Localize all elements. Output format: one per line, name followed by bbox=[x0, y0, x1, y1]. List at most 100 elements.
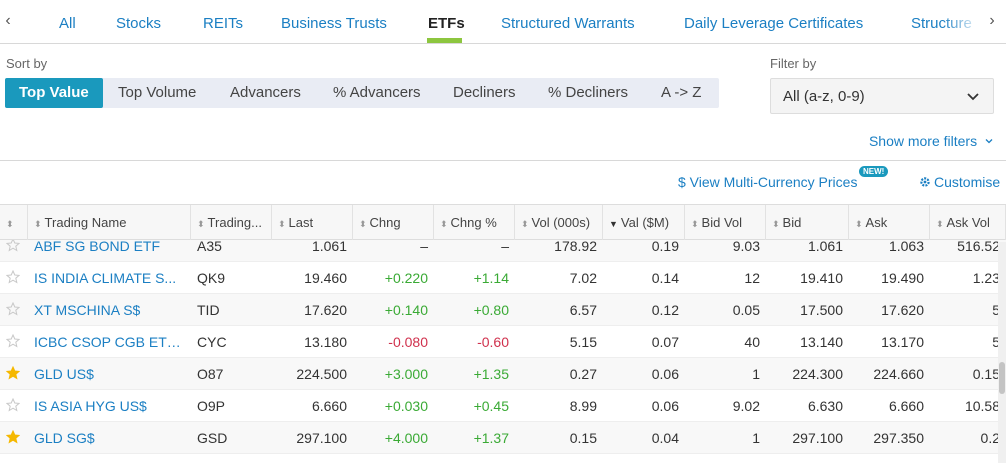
table-row[interactable]: IS INDIA CLIMATE S... QK9 19.460 +0.220 +1.1… bbox=[0, 262, 1006, 294]
ask-vol-cell: 1.23 bbox=[972, 270, 1000, 286]
gear-icon bbox=[920, 177, 930, 187]
view-multi-currency-prices-link[interactable]: $ View Multi-Currency Prices bbox=[678, 174, 858, 190]
table-row[interactable]: ICBC CSOP CGB ETF... CYC 13.180 -0.080 -0.60… bbox=[0, 326, 1006, 358]
trading-name-cell[interactable]: IS ASIA HYG US$ bbox=[34, 398, 147, 414]
trading-name-cell[interactable]: IS INDIA CLIMATE S... bbox=[34, 270, 177, 286]
table-vertical-scrollbar[interactable] bbox=[998, 242, 1006, 463]
filter-select-value: All (a-z, 0-9) bbox=[783, 88, 865, 105]
sort-icon: ⬍ bbox=[855, 219, 863, 229]
chng-cell: +3.000 bbox=[384, 366, 428, 382]
bid-vol-cell: 9.02 bbox=[732, 398, 760, 414]
sort-advancers-button[interactable]: Advancers bbox=[230, 84, 301, 101]
trading-name-cell[interactable]: XT MSCHINA S$ bbox=[34, 302, 141, 318]
bid-cell: 224.300 bbox=[792, 366, 843, 382]
star-outline-icon[interactable] bbox=[6, 302, 20, 316]
tab-business-trusts[interactable]: Business Trusts bbox=[281, 15, 387, 32]
tab-etfs[interactable]: ETFs bbox=[428, 15, 465, 32]
chng-pct-cell: – bbox=[501, 240, 509, 254]
table-row[interactable]: GLD SG$ GSD 297.100 +4.000 +1.37 0.15 0.04 1 297… bbox=[0, 422, 1006, 454]
sort-top-volume-button[interactable]: Top Volume bbox=[118, 84, 197, 101]
val-cell: 0.06 bbox=[651, 366, 679, 382]
sort-icon: ⬍ bbox=[278, 219, 286, 229]
tabs-prev-arrow-icon[interactable]: ‹ bbox=[5, 12, 11, 29]
filter-select[interactable]: All (a-z, 0-9) bbox=[770, 78, 994, 114]
column-header-label: Trading Name bbox=[44, 215, 127, 230]
table-row[interactable]: IS ASIA HYG US$ O9P 6.660 +0.030 +0.45 8.99 0.… bbox=[0, 390, 1006, 422]
vol-header[interactable]: ⬍ Vol (000s) bbox=[515, 205, 603, 240]
val-cell: 0.06 bbox=[651, 398, 679, 414]
chng-pct-header[interactable]: ⬍ Chng % bbox=[434, 205, 515, 240]
trading-name-cell[interactable]: ICBC CSOP CGB ETF... bbox=[34, 334, 186, 350]
market-tab-bar: ‹ All Stocks REITs Business Trusts ETFs … bbox=[0, 0, 1006, 44]
trading-name-cell[interactable]: GLD US$ bbox=[34, 366, 94, 382]
securities-table: ⬍ ⬍ Trading Name ⬍ Trading... ⬍ Last ⬍ Chng ⬍ Chng… bbox=[0, 204, 1006, 463]
sort-pct-advancers-button[interactable]: % Advancers bbox=[333, 84, 421, 101]
ask-cell: 1.063 bbox=[888, 240, 924, 254]
section-divider bbox=[0, 160, 1006, 161]
star-filled-icon[interactable] bbox=[6, 366, 20, 380]
vol-cell: 6.57 bbox=[569, 302, 597, 318]
trading-code-header[interactable]: ⬍ Trading... bbox=[191, 205, 272, 240]
ask-cell: 224.660 bbox=[873, 366, 924, 382]
star-column-header[interactable]: ⬍ bbox=[0, 205, 28, 240]
last-cell: 6.660 bbox=[311, 398, 347, 414]
tabs-fade bbox=[942, 0, 982, 43]
star-outline-icon[interactable] bbox=[6, 334, 20, 348]
table-row[interactable]: ABF SG BOND ETF A35 1.061 – – 178.92 0.19 9.03 1… bbox=[0, 240, 1006, 262]
tab-reits[interactable]: REITs bbox=[203, 15, 244, 32]
trading-name-cell[interactable]: ABF SG BOND ETF bbox=[34, 240, 161, 254]
sort-pct-decliners-button[interactable]: % Decliners bbox=[548, 84, 629, 101]
table-row[interactable]: GLD US$ O87 224.500 +3.000 +1.35 0.27 0.06 1 224… bbox=[0, 358, 1006, 390]
vol-cell: 0.15 bbox=[569, 430, 597, 446]
ask-vol-cell: 516.52 bbox=[957, 240, 1000, 254]
val-cell: 0.07 bbox=[651, 334, 679, 350]
column-header-label: Bid Vol bbox=[701, 215, 743, 230]
sort-icon: ⬍ bbox=[6, 219, 14, 229]
sort-icon: ⬍ bbox=[34, 219, 42, 229]
sort-top-value-button[interactable]: Top Value bbox=[5, 78, 103, 108]
bid-cell: 1.061 bbox=[807, 240, 843, 254]
sort-icon: ⬍ bbox=[359, 219, 367, 229]
chng-cell: – bbox=[420, 240, 428, 254]
trading-name-header[interactable]: ⬍ Trading Name bbox=[28, 205, 191, 240]
bid-vol-header[interactable]: ⬍ Bid Vol bbox=[685, 205, 766, 240]
tab-structured-warrants[interactable]: Structured Warrants bbox=[501, 15, 635, 32]
star-outline-icon[interactable] bbox=[6, 398, 20, 412]
bid-cell: 297.100 bbox=[792, 430, 843, 446]
val-cell: 0.19 bbox=[651, 240, 679, 254]
tabs-next-arrow-icon[interactable]: › bbox=[989, 12, 995, 29]
sort-icon: ⬍ bbox=[772, 219, 780, 229]
bid-cell: 19.410 bbox=[800, 270, 843, 286]
last-cell: 224.500 bbox=[296, 366, 347, 382]
customise-button[interactable]: Customise bbox=[919, 174, 1000, 190]
bid-header[interactable]: ⬍ Bid bbox=[766, 205, 849, 240]
tab-all[interactable]: All bbox=[59, 15, 76, 32]
last-cell: 13.180 bbox=[304, 334, 347, 350]
last-cell: 1.061 bbox=[311, 240, 347, 254]
chng-pct-cell: +0.45 bbox=[473, 398, 509, 414]
star-outline-icon[interactable] bbox=[6, 270, 20, 284]
table-header: ⬍ ⬍ Trading Name ⬍ Trading... ⬍ Last ⬍ Chng ⬍ Chng… bbox=[0, 204, 1006, 240]
tab-stocks[interactable]: Stocks bbox=[116, 15, 162, 32]
chng-pct-cell: +1.37 bbox=[473, 430, 509, 446]
trading-code-cell: O9P bbox=[197, 398, 226, 414]
table-scroll-thumb[interactable] bbox=[999, 362, 1005, 394]
star-filled-icon[interactable] bbox=[6, 430, 20, 444]
chng-pct-cell: +1.14 bbox=[473, 270, 509, 286]
sort-decliners-button[interactable]: Decliners bbox=[453, 84, 516, 101]
chng-header[interactable]: ⬍ Chng bbox=[353, 205, 434, 240]
filter-by-label: Filter by bbox=[770, 56, 817, 71]
ask-vol-header[interactable]: ⬍ Ask Vol bbox=[930, 205, 1006, 240]
last-header[interactable]: ⬍ Last bbox=[272, 205, 353, 240]
ask-header[interactable]: ⬍ Ask bbox=[849, 205, 930, 240]
tab-daily-leverage-certificates[interactable]: Daily Leverage Certificates bbox=[684, 15, 864, 32]
sort-a-z-button[interactable]: A -> Z bbox=[661, 84, 702, 101]
vol-cell: 0.27 bbox=[569, 366, 597, 382]
new-badge: NEW! bbox=[859, 166, 889, 177]
star-outline-icon[interactable] bbox=[6, 240, 20, 252]
table-row[interactable]: XT MSCHINA S$ TID 17.620 +0.140 +0.80 6.57 0.1… bbox=[0, 294, 1006, 326]
val-header[interactable]: ▼ Val ($M) bbox=[603, 205, 685, 240]
bid-cell: 13.140 bbox=[800, 334, 843, 350]
show-more-filters-link[interactable]: Show more filters bbox=[869, 133, 994, 149]
trading-name-cell[interactable]: GLD SG$ bbox=[34, 430, 95, 446]
